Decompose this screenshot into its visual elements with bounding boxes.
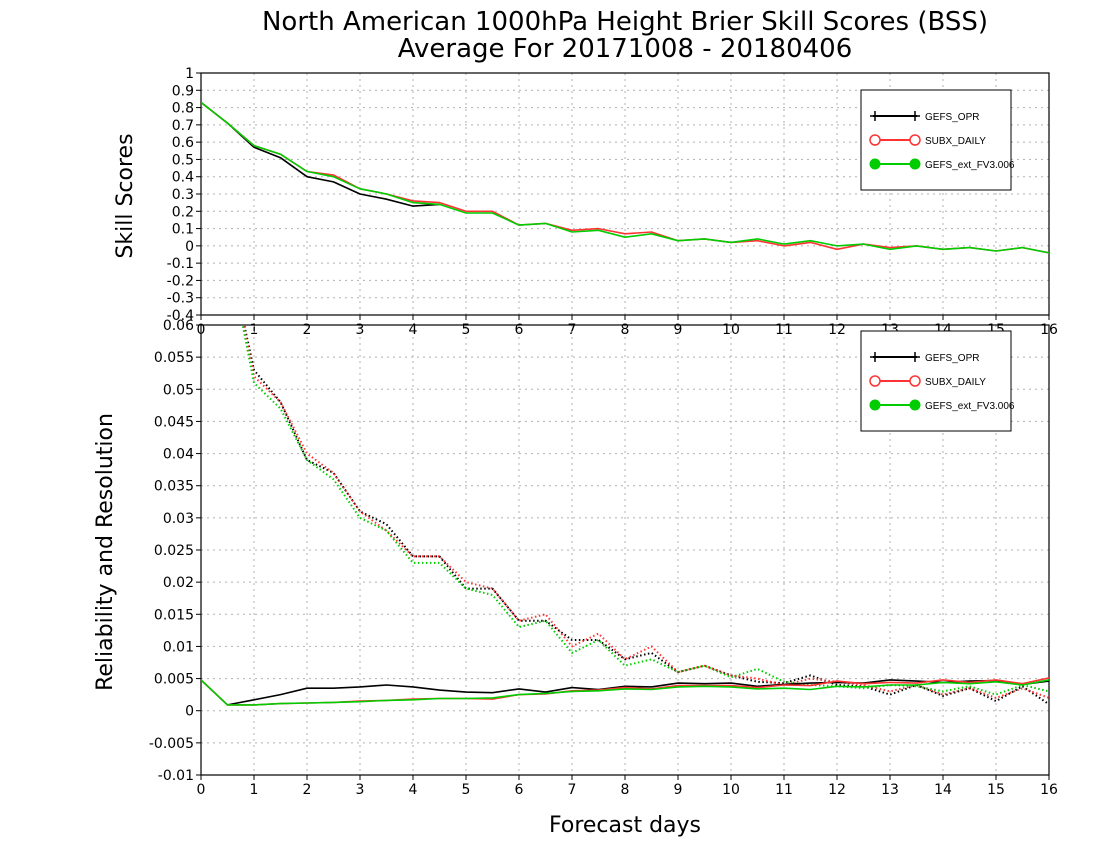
top-ytick-label-1: -0.3 bbox=[167, 291, 194, 307]
bottom-ytick-label-1: -0.005 bbox=[149, 736, 194, 752]
bottom-legend-marker-0-1 bbox=[910, 352, 920, 362]
skill-score-panel: -0.4-0.3-0.2-0.100.10.20.30.40.50.60.70.… bbox=[167, 66, 1058, 338]
chart-subtitle: Average For 20171008 - 20180406 bbox=[398, 34, 853, 64]
bottom-ytick-label-5: 0.015 bbox=[154, 607, 194, 623]
top-ytick-label-8: 0.4 bbox=[172, 170, 194, 186]
top-line-gefs-ext-fv3-006 bbox=[201, 101, 1049, 254]
bottom-ytick-label-8: 0.03 bbox=[163, 511, 194, 527]
top-xtick-label-8: 8 bbox=[621, 322, 630, 338]
reliability-resolution-panel: -0.01 -0.005 0 0.005 0.01 0.015 0.02 0.025 0.03 0… bbox=[149, 318, 1058, 798]
top-legend-label-0: GEFS_OPR bbox=[925, 112, 979, 123]
top-ytick-label-0: -0.4 bbox=[167, 308, 194, 324]
top-ytick-label-9: 0.5 bbox=[172, 152, 194, 168]
bottom-xtick-label-13: 13 bbox=[881, 782, 899, 798]
top-legend-marker-2-0 bbox=[869, 158, 881, 170]
bottom-xtick-label-15: 15 bbox=[987, 782, 1005, 798]
bottom-xtick-label-0: 0 bbox=[197, 782, 206, 798]
bottom-ytick-label-14: 0.06 bbox=[163, 318, 194, 334]
top-legend-marker-0-1 bbox=[910, 111, 920, 121]
top-xtick-label-12: 12 bbox=[828, 322, 846, 338]
top-xtick-label-3: 3 bbox=[356, 322, 365, 338]
top-ytick-label-13: 0.9 bbox=[172, 83, 194, 99]
bottom-xtick-label-10: 10 bbox=[722, 782, 740, 798]
bottom-xtick-label-3: 3 bbox=[356, 782, 365, 798]
top-legend-marker-1-0 bbox=[869, 134, 881, 146]
bottom-xtick-label-2: 2 bbox=[303, 782, 312, 798]
top-legend-marker-2-1 bbox=[909, 158, 921, 170]
top-legend-label-2: GEFS_ext_FV3.006 bbox=[925, 160, 1015, 171]
bottom-series-group bbox=[201, 325, 1049, 706]
top-xtick-label-4: 4 bbox=[409, 322, 418, 338]
bottom-xtick-label-4: 4 bbox=[409, 782, 418, 798]
bottom-ytick-label-0: -0.01 bbox=[158, 768, 194, 784]
bottom-xtick-label-1: 1 bbox=[250, 782, 259, 798]
bottom-y-axis-label: Reliability and Resolution bbox=[93, 413, 118, 691]
bottom-line-gefs-opr bbox=[201, 679, 1049, 706]
bottom-ytick-label-10: 0.04 bbox=[163, 447, 194, 463]
bottom-ytick-label-11: 0.045 bbox=[154, 414, 194, 430]
bottom-xtick-label-5: 5 bbox=[462, 782, 471, 798]
top-ytick-label-2: -0.2 bbox=[167, 273, 194, 289]
top-ytick-label-12: 0.8 bbox=[172, 101, 194, 117]
bottom-xtick-label-14: 14 bbox=[934, 782, 952, 798]
top-legend-marker-0-0 bbox=[870, 111, 880, 121]
bottom-ytick-label-7: 0.025 bbox=[154, 543, 194, 559]
top-series-group bbox=[201, 101, 1049, 254]
top-ytick-label-7: 0.3 bbox=[172, 187, 194, 203]
top-xtick-label-7: 7 bbox=[568, 322, 577, 338]
bottom-legend-label-1: SUBX_DAILY bbox=[925, 377, 986, 388]
bottom-legend-label-2: GEFS_ext_FV3.006 bbox=[925, 401, 1015, 412]
bottom-xtick-label-8: 8 bbox=[621, 782, 630, 798]
bottom-legend-marker-2-0 bbox=[869, 399, 881, 411]
top-xtick-label-5: 5 bbox=[462, 322, 471, 338]
bottom-xtick-label-12: 12 bbox=[828, 782, 846, 798]
top-ytick-label-3: -0.1 bbox=[167, 256, 194, 272]
bottom-xtick-label-6: 6 bbox=[515, 782, 524, 798]
bottom-legend-marker-1-0 bbox=[869, 375, 881, 387]
top-xtick-label-2: 2 bbox=[303, 322, 312, 338]
top-legend-marker-1-1 bbox=[909, 134, 921, 146]
top-ytick-label-10: 0.6 bbox=[172, 135, 194, 151]
top-xtick-label-9: 9 bbox=[674, 322, 683, 338]
bottom-ytick-label-9: 0.035 bbox=[154, 479, 194, 495]
top-ytick-label-5: 0.1 bbox=[172, 222, 194, 238]
bottom-ytick-label-13: 0.055 bbox=[154, 350, 194, 366]
bottom-line-gefs-ext-fv3-006 bbox=[201, 679, 1049, 706]
top-xtick-label-1: 1 bbox=[250, 322, 259, 338]
top-ytick-label-6: 0.2 bbox=[172, 204, 194, 220]
top-xtick-label-10: 10 bbox=[722, 322, 740, 338]
bottom-dotted-line-gefs-opr bbox=[243, 325, 1049, 706]
top-line-gefs-opr bbox=[201, 101, 440, 207]
top-ytick-label-4: 0 bbox=[185, 239, 194, 255]
top-xtick-label-11: 11 bbox=[775, 322, 793, 338]
top-ytick-label-11: 0.7 bbox=[172, 118, 194, 134]
bottom-legend-marker-2-1 bbox=[909, 399, 921, 411]
bottom-ytick-label-12: 0.05 bbox=[163, 382, 194, 398]
bottom-xtick-label-9: 9 bbox=[674, 782, 683, 798]
top-xtick-label-6: 6 bbox=[515, 322, 524, 338]
top-y-axis-label: Skill Scores bbox=[113, 133, 138, 258]
bottom-ytick-label-6: 0.02 bbox=[163, 575, 194, 591]
top-legend-label-1: SUBX_DAILY bbox=[925, 136, 986, 147]
chart-title: North American 1000hPa Height Brier Skil… bbox=[262, 7, 988, 37]
bottom-xtick-label-16: 16 bbox=[1040, 782, 1058, 798]
bottom-xtick-label-7: 7 bbox=[568, 782, 577, 798]
bottom-legend-marker-1-1 bbox=[909, 375, 921, 387]
bottom-legend-marker-0-0 bbox=[870, 352, 880, 362]
bottom-ytick-label-3: 0.005 bbox=[154, 672, 194, 688]
bottom-xtick-label-11: 11 bbox=[775, 782, 793, 798]
x-axis-label: Forecast days bbox=[549, 813, 701, 838]
bottom-ytick-label-4: 0.01 bbox=[163, 639, 194, 655]
top-ytick-label-14: 1 bbox=[185, 66, 194, 82]
bottom-dotted-line-gefs-ext-fv3-006 bbox=[241, 325, 1049, 696]
bottom-ytick-label-2: 0 bbox=[185, 704, 194, 720]
bottom-legend-label-0: GEFS_OPR bbox=[925, 353, 979, 364]
